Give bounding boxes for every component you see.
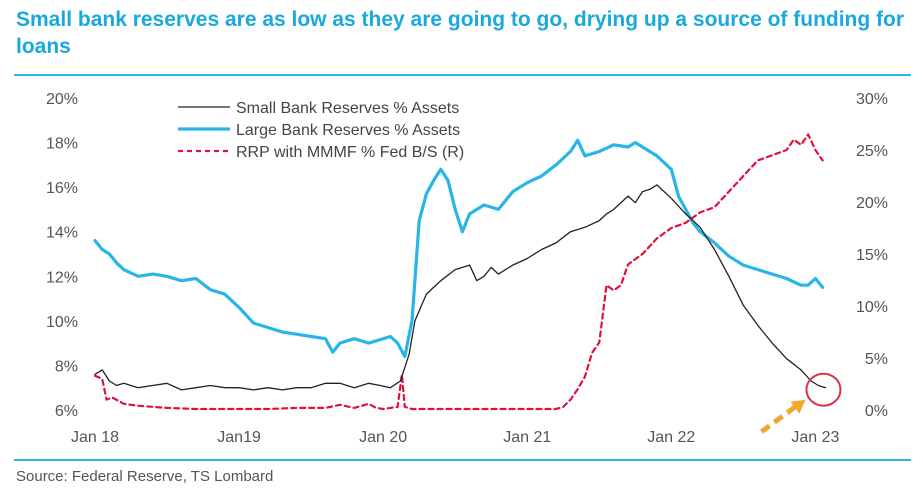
x-tick-label: Jan 20 — [359, 429, 407, 446]
y-right-tick-label: 15% — [856, 247, 888, 264]
x-tick-label: Jan 22 — [647, 429, 695, 446]
series-line-3 — [93, 133, 824, 411]
series-line-1 — [94, 184, 827, 391]
x-axis: Jan 18 Jan19 Jan 20 Jan 21 Jan 22 Jan 23 — [71, 429, 840, 446]
legend-label-2: Large Bank Reserves % Assets — [236, 122, 460, 139]
legend-label-3: RRP with MMMF % Fed B/S (R) — [236, 144, 464, 161]
y-axis-left: 6% 8% 10% 12% 14% 16% 18% 20% — [46, 91, 78, 420]
x-tick-label: Jan 18 — [71, 429, 119, 446]
source-note: Source: Federal Reserve, TS Lombard — [16, 468, 274, 485]
series-line-2 — [93, 138, 825, 359]
x-tick-label: Jan 21 — [503, 429, 551, 446]
annotations — [759, 372, 842, 434]
y-right-tick-label: 10% — [856, 299, 888, 316]
y-right-tick-label: 5% — [865, 351, 888, 368]
bottom-rule — [14, 459, 911, 461]
y-right-tick-label: 0% — [865, 403, 888, 420]
y-left-tick-label: 12% — [46, 269, 78, 286]
y-left-tick-label: 6% — [55, 403, 78, 420]
y-left-tick-label: 14% — [46, 225, 78, 242]
arrow-head — [790, 399, 806, 414]
top-rule — [14, 74, 911, 76]
y-right-tick-label: 30% — [856, 91, 888, 108]
x-tick-label: Jan 23 — [791, 429, 839, 446]
y-left-tick-label: 8% — [55, 358, 78, 375]
series-layer — [93, 133, 827, 411]
y-axis-right: 0% 5% 10% 15% 20% 25% 30% — [856, 91, 888, 420]
x-tick-label: Jan19 — [217, 429, 261, 446]
y-right-tick-label: 20% — [856, 195, 888, 212]
y-left-tick-label: 20% — [46, 91, 78, 108]
chart: 6% 8% 10% 12% 14% 16% 18% 20% 0% 5% 10% 15% 20% 25% 3… — [46, 91, 888, 446]
y-left-tick-label: 10% — [46, 314, 78, 331]
chart-title: Small bank reserves are as low as they a… — [16, 8, 905, 58]
legend: Small Bank Reserves % Assets Large Bank R… — [178, 100, 464, 161]
highlight-circle — [805, 372, 842, 407]
arrow-shaft — [759, 401, 801, 434]
y-left-tick-label: 18% — [46, 136, 78, 153]
legend-label-1: Small Bank Reserves % Assets — [236, 100, 459, 117]
y-right-tick-label: 25% — [856, 143, 888, 160]
y-left-tick-label: 16% — [46, 180, 78, 197]
